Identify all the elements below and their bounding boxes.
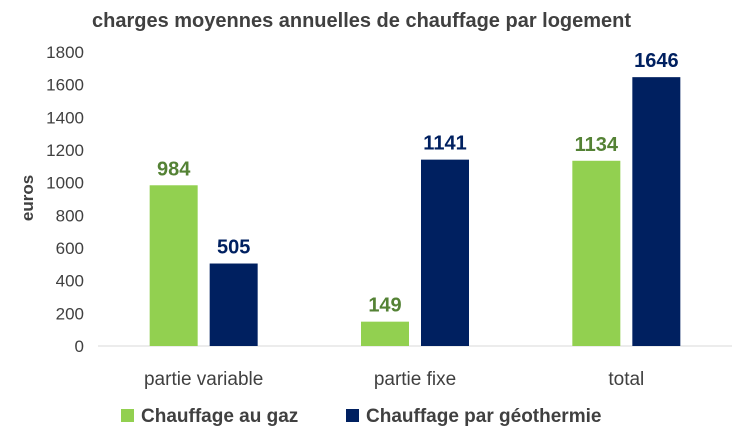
data-label: 1134 [575, 134, 619, 156]
y-tick-label: 1000 [46, 174, 84, 193]
legend-swatch [121, 409, 134, 422]
data-label: 1646 [634, 50, 679, 72]
legend-label: Chauffage au gaz [141, 406, 298, 427]
data-labels-group: 984 505 149 1141 1134 1646 [157, 50, 679, 317]
bar-gaz [572, 160, 621, 346]
bar-geothermie [209, 263, 258, 346]
data-label: 1141 [423, 133, 466, 155]
legend-label: Chauffage par géothermie [366, 406, 601, 427]
y-tick-label: 1600 [46, 76, 84, 95]
chart-title: charges moyennes annuelles de chauffage … [92, 10, 631, 32]
category-labels: partie variable partie fixe total [144, 369, 644, 390]
y-tick-label: 0 [75, 337, 84, 356]
x-category-label: partie variable [144, 369, 263, 390]
y-tick-label: 800 [56, 206, 84, 225]
x-category-label: total [608, 369, 644, 390]
x-category-label: partie fixe [374, 369, 456, 390]
legend-swatch [346, 409, 359, 422]
y-tick-label: 1400 [46, 108, 84, 127]
y-axis-ticks: 0 200 400 600 800 1000 1200 1400 1600 1800 [46, 43, 84, 356]
y-tick-label: 200 [56, 304, 84, 323]
y-tick-label: 1800 [46, 43, 84, 62]
y-tick-label: 400 [56, 272, 84, 291]
data-label: 149 [368, 295, 401, 317]
y-tick-label: 1200 [46, 141, 84, 160]
y-tick-label: 600 [56, 239, 84, 258]
data-label: 505 [217, 237, 250, 259]
bar-geothermie [421, 159, 469, 346]
bars-group [149, 77, 681, 347]
y-axis-label: euros [18, 175, 37, 221]
bar-gaz [361, 321, 409, 346]
bar-geothermie [632, 77, 681, 347]
data-label: 984 [157, 158, 191, 180]
bar-gaz [149, 185, 198, 346]
legend: Chauffage au gaz Chauffage par géothermie [121, 406, 601, 427]
